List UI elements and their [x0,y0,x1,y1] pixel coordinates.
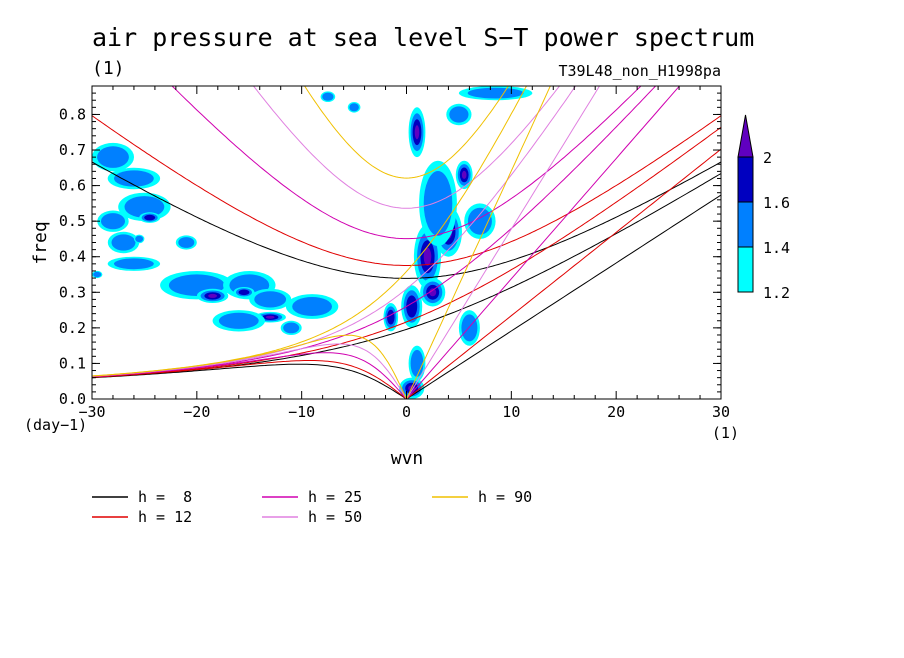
contour-layer [92,86,533,399]
contour-fill-level-2 [467,87,524,99]
mixed-rossby-gravity-curve-h12 [92,126,721,378]
contour-fill-level-4 [423,247,432,266]
contour-fill-level-3 [144,214,156,221]
colorbar: 1.2 1.4 1.6 2 [737,114,790,302]
contour-fill-level-2 [178,237,195,248]
colorbar-label: 1.6 [763,194,790,212]
contour-fill-level-2 [113,170,154,187]
contour-fill-level-2 [283,322,300,334]
x-axis-units: (1) [712,424,739,442]
inertia-gravity-curve-h25 [171,86,642,240]
x-tick-label: 30 [712,403,730,421]
rossby-curve-h90 [92,334,407,399]
legend-label: h = 8 [138,488,192,506]
y-tick-label: 0.5 [59,212,86,230]
kelvin-curve-h50 [406,86,601,399]
kelvin-curve-h8 [406,194,721,399]
contour-fill-level-2 [449,106,469,123]
contour-fill-level-2 [292,297,332,316]
x-tick-label: 0 [402,403,411,421]
contour-fill-level-3 [387,309,395,325]
y-tick-label: 0.8 [59,105,86,123]
rossby-curve-h50 [92,343,407,399]
contour-fill-level-2 [410,349,424,377]
inertia-gravity-curve-h12 [92,115,721,266]
legend-label: h = 12 [138,508,192,526]
contour-fill-level-4 [265,315,275,319]
rossby-curve-h12 [92,360,407,399]
contour-fill-level-4 [461,170,467,179]
legend: h = 8 h = 12 h = 25 h = 50 h = 90 [92,488,532,526]
legend-label: h = 90 [478,488,532,506]
contour-fill-level-2 [93,271,102,278]
contour-fill-level-3 [406,295,418,318]
inertia-gravity-curve-h8 [92,161,721,279]
legend-label: h = 25 [308,488,362,506]
x-tick-label: 20 [607,403,625,421]
contour-fill-level-2 [101,213,125,230]
y-tick-label: 0.0 [59,390,86,408]
contour-fill-level-2 [113,258,154,270]
contour-fill-level-4 [414,125,420,140]
contour-fill-level-2 [135,235,144,243]
x-tick-label: −20 [183,403,210,421]
y-tick-label: 0.7 [59,141,86,159]
x-axis-label: wvn [391,448,424,469]
chart-subtitle: T39L48_non_H1998pa [558,62,721,80]
contour-fill-level-2 [349,103,359,112]
contour-fill-level-3 [238,289,250,296]
colorbar-segment [737,156,754,203]
colorbar-label: 1.2 [763,284,790,302]
y-tick-label: 0.4 [59,248,86,266]
y-tick-label: 0.1 [59,354,86,372]
colorbar-label: 1.4 [763,239,790,257]
contour-fill-level-2 [461,314,478,342]
contour-fill-level-2 [124,196,165,218]
kelvin-curve-h90 [406,86,551,399]
rossby-curve-h25 [92,352,407,399]
contour-fill-level-2 [322,92,334,101]
y-axis-label: freq [30,221,51,264]
contour-fill-level-2 [111,234,136,251]
legend-label: h = 50 [308,508,362,526]
y-tick-label: 0.2 [59,319,86,337]
contour-fill-level-4 [208,293,218,298]
chart-title: air pressure at sea level S−T power spec… [92,23,754,52]
axes: −30 −20 −10 0 10 20 30 0.0 0.1 0.2 0.3 0.4 0.5 0.6 0.7… [59,86,730,421]
inertia-gravity-curve-h90 [304,86,509,179]
contour-fill-level-2 [218,312,259,329]
rossby-curve-h8 [92,363,407,399]
kelvin-curve-h12 [406,148,721,399]
colorbar-label: 2 [763,149,772,167]
x-tick-label: −30 [78,403,105,421]
y-tick-label: 0.3 [59,283,86,301]
contour-fill-level-4 [429,288,437,297]
colorbar-segment [737,246,754,293]
contour-fill-level-2 [254,291,287,308]
inertia-gravity-curve-h50 [252,86,561,209]
title-units: (1) [92,58,125,79]
x-tick-label: −10 [288,403,315,421]
y-axis-units: (day−1) [24,416,87,434]
x-tick-label: 10 [502,403,520,421]
kelvin-curve-h25 [406,86,681,399]
contour-fill-level-2 [97,146,129,168]
colorbar-extend-arrow [737,114,754,158]
contour-fill-level-2 [423,171,453,236]
colorbar-segment [737,201,754,248]
y-tick-label: 0.6 [59,177,86,195]
dispersion-curves [92,86,721,399]
